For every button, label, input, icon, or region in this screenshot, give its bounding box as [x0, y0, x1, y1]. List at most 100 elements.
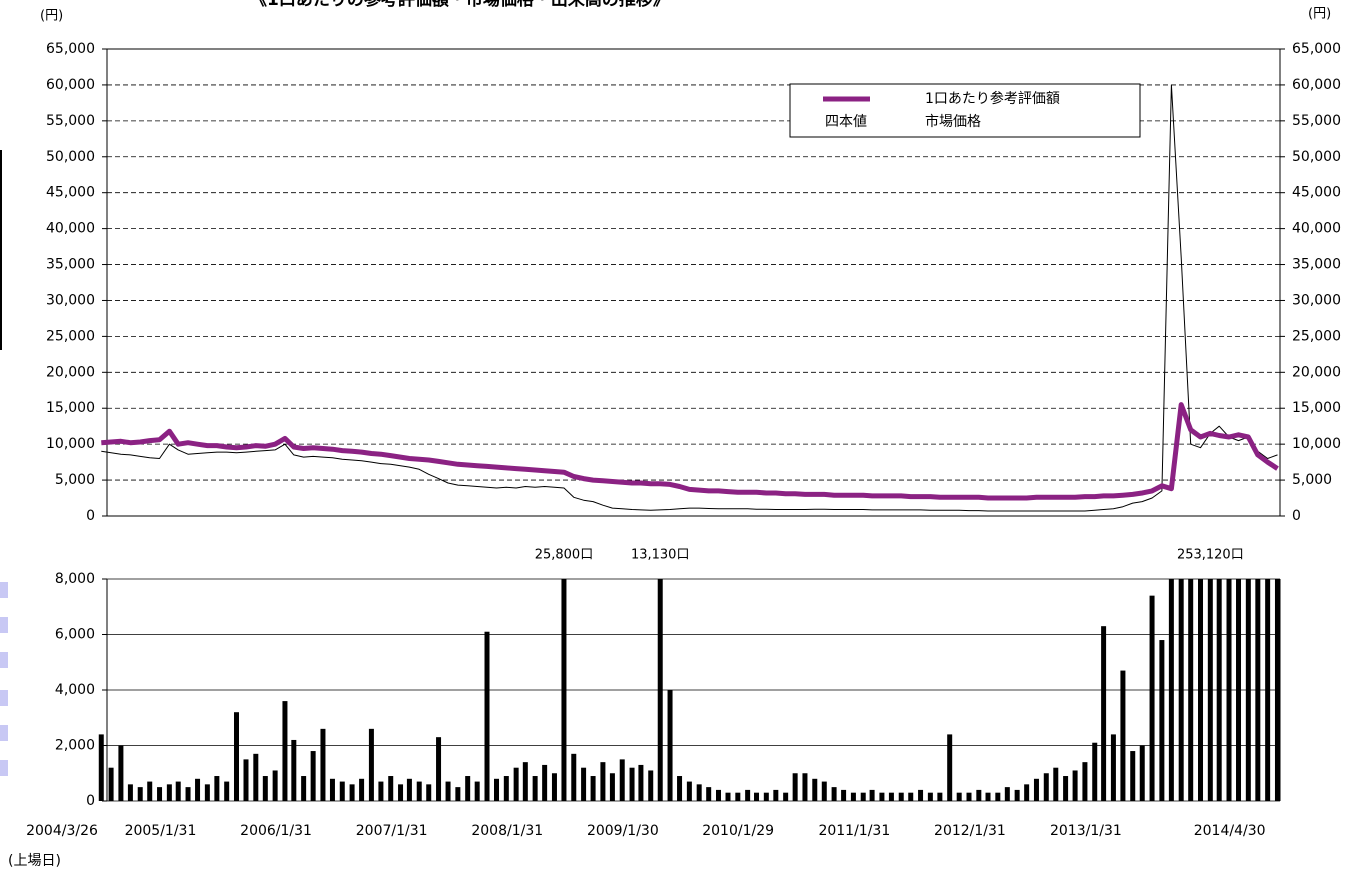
bar: [445, 781, 451, 801]
y2-tick-label: 10,000: [1292, 436, 1341, 452]
x-tick-label: 2005/1/31: [125, 823, 197, 839]
bar: [455, 787, 461, 801]
bar: [1265, 579, 1271, 801]
bar: [214, 776, 220, 801]
bar: [686, 781, 692, 801]
bar: [1226, 579, 1232, 801]
annotation: 253,120口: [1177, 548, 1244, 563]
y-tick-label: 2,000: [55, 738, 95, 754]
bar: [157, 787, 163, 801]
bar: [1216, 579, 1222, 801]
bar: [812, 778, 818, 801]
y-axis-label: (円): [40, 9, 63, 24]
bar: [966, 792, 972, 801]
annotation: 25,800口: [535, 548, 594, 563]
bar: [98, 734, 104, 801]
bar: [1043, 773, 1049, 801]
y-tick-label: 45,000: [46, 185, 95, 201]
bar: [869, 789, 875, 801]
y-tick-label: 4,000: [55, 682, 95, 698]
y2-tick-label: 0: [1292, 508, 1301, 524]
bar: [908, 792, 914, 801]
y2-tick-label: 20,000: [1292, 364, 1341, 380]
bar: [253, 753, 259, 801]
bar: [243, 759, 249, 801]
x-note: (上場日): [8, 853, 61, 869]
bar: [1063, 776, 1069, 801]
x-tick-label: 2013/1/31: [1050, 823, 1122, 839]
y-tick-label: 10,000: [46, 436, 95, 452]
bar: [841, 789, 847, 801]
bar: [1130, 751, 1136, 801]
bar: [378, 781, 384, 801]
bar: [1053, 767, 1059, 801]
bar: [985, 792, 991, 801]
y2-tick-label: 55,000: [1292, 113, 1341, 129]
legend-label: 市場価格: [925, 113, 981, 130]
bar: [735, 792, 741, 801]
bar: [398, 784, 404, 801]
bar: [898, 792, 904, 801]
bar: [860, 792, 866, 801]
y-tick-label: 30,000: [46, 292, 95, 308]
y2-tick-label: 50,000: [1292, 149, 1341, 165]
y-tick-label: 8,000: [55, 571, 95, 587]
bar: [1245, 579, 1251, 801]
bar: [947, 734, 953, 801]
bar: [474, 781, 480, 801]
bar: [1024, 784, 1030, 801]
bar: [638, 764, 644, 801]
edge-tab: [0, 760, 8, 776]
bar: [995, 792, 1001, 801]
bar: [773, 789, 779, 801]
bar: [1159, 640, 1165, 801]
bar: [745, 789, 751, 801]
bar: [1082, 762, 1088, 801]
edge-bar: [0, 150, 2, 350]
bar: [388, 776, 394, 801]
bar: [1092, 742, 1098, 801]
bar: [406, 778, 412, 801]
bar: [224, 781, 230, 801]
y2-tick-label: 15,000: [1292, 400, 1341, 416]
bar: [1236, 579, 1242, 801]
bar: [937, 792, 943, 801]
legend-label: 1口あたり参考評価額: [925, 90, 1060, 107]
y-tick-label: 15,000: [46, 400, 95, 416]
y-tick-label: 55,000: [46, 113, 95, 129]
legend-icon-label: 四本値: [825, 114, 867, 130]
bar: [667, 690, 673, 801]
bar: [320, 728, 326, 801]
y-tick-label: 65,000: [46, 41, 95, 57]
bar: [976, 789, 982, 801]
bar: [436, 737, 442, 801]
bar: [416, 781, 422, 801]
bar: [301, 776, 307, 801]
bar: [696, 784, 702, 801]
plot-frame: [106, 48, 1281, 517]
bar: [233, 712, 239, 801]
x-tick-label: 2014/4/30: [1194, 823, 1266, 839]
bar: [571, 753, 577, 801]
bar: [581, 767, 587, 801]
bar: [677, 776, 683, 801]
x-tick-label: 2008/1/31: [471, 823, 543, 839]
bar: [532, 776, 538, 801]
bar: [195, 778, 201, 801]
bar: [118, 745, 124, 801]
bar: [600, 762, 606, 801]
bar: [1149, 595, 1155, 801]
bar: [262, 776, 268, 801]
x-tick-label: 2011/1/31: [818, 823, 890, 839]
bar: [108, 767, 114, 801]
y-tick-label: 6,000: [55, 627, 95, 643]
series-line: [101, 84, 1278, 512]
annotation: 13,130口: [631, 548, 690, 563]
bar: [291, 739, 297, 801]
bar: [1014, 789, 1020, 801]
y2-tick-label: 65,000: [1292, 41, 1341, 57]
y2-tick-label: 30,000: [1292, 292, 1341, 308]
chart-title: 《1口あたりの参考評価額・市場価格・出来高の推移》: [250, 0, 670, 10]
x-tick-label: 2006/1/31: [240, 823, 312, 839]
